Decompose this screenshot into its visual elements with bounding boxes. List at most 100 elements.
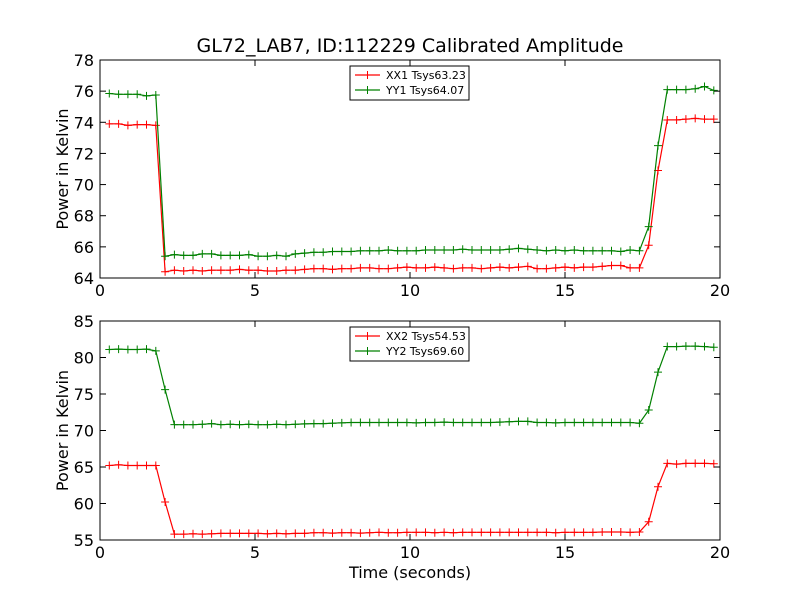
data-point-marker: [495, 418, 504, 427]
data-point-marker: [523, 262, 532, 271]
data-point-marker: [635, 527, 644, 536]
data-point-marker: [347, 247, 356, 256]
data-point-marker: [291, 529, 300, 538]
y-tick-label: 76: [74, 82, 94, 101]
data-point-marker: [458, 418, 467, 427]
legend-label: YY2 Tsys69.60: [385, 345, 464, 358]
data-point-marker: [133, 345, 142, 354]
data-point-marker: [151, 346, 160, 355]
data-point-marker: [207, 249, 216, 258]
data-point-marker: [570, 418, 579, 427]
data-point-marker: [384, 528, 393, 537]
data-point-marker: [700, 342, 709, 351]
data-point-marker: [263, 266, 272, 275]
data-point-marker: [179, 420, 188, 429]
x-axis-label: Time (seconds): [348, 563, 471, 582]
y-tick-label: 72: [74, 144, 94, 163]
data-point-marker: [635, 263, 644, 272]
data-point-marker: [421, 418, 430, 427]
y-axis-label: Power in Kelvin: [53, 108, 72, 229]
data-point-marker: [579, 246, 588, 255]
data-point-marker: [105, 89, 114, 98]
data-point-marker: [123, 90, 132, 99]
data-point-marker: [216, 266, 225, 275]
data-point-marker: [542, 264, 551, 273]
data-point-marker: [114, 345, 123, 354]
series-2-2: [105, 342, 718, 429]
data-point-marker: [337, 528, 346, 537]
data-point-marker: [570, 263, 579, 272]
data-point-marker: [709, 86, 718, 95]
data-point-marker: [189, 420, 197, 429]
x-tick-label: 20: [710, 281, 730, 300]
data-point-marker: [189, 251, 197, 260]
data-point-marker: [291, 249, 300, 258]
data-point-marker: [663, 85, 672, 94]
data-point-marker: [207, 419, 216, 428]
data-point-marker: [375, 418, 383, 427]
data-point-marker: [365, 263, 374, 272]
data-point-marker: [198, 266, 207, 275]
data-point-marker: [142, 91, 151, 100]
data-point-marker: [226, 266, 235, 275]
data-point-marker: [347, 418, 356, 427]
legend-marker: [363, 332, 372, 340]
data-point-marker: [272, 266, 281, 275]
legend-entry: YY1 Tsys64.07: [355, 84, 464, 97]
data-point-marker: [272, 251, 281, 260]
data-point-marker: [691, 342, 700, 351]
data-point-marker: [495, 245, 504, 254]
data-point-marker: [440, 263, 449, 272]
data-point-marker: [542, 528, 551, 537]
legend-label: YY1 Tsys64.07: [385, 84, 464, 97]
legend-box: [349, 65, 470, 101]
data-point-marker: [309, 264, 318, 273]
data-point-marker: [216, 420, 225, 429]
data-point-marker: [495, 263, 504, 272]
data-point-marker: [412, 418, 421, 427]
legend-marker: [363, 347, 372, 355]
y-tick-label: 68: [74, 207, 94, 226]
data-point-marker: [654, 141, 662, 150]
y-tick-label: 64: [74, 269, 94, 288]
data-point-marker: [588, 263, 597, 272]
data-point-marker: [700, 459, 709, 468]
data-point-marker: [151, 461, 160, 470]
data-point-marker: [616, 247, 625, 256]
data-point-marker: [644, 241, 653, 250]
data-point-marker: [709, 459, 718, 468]
data-point-marker: [672, 115, 681, 124]
data-point-marker: [551, 418, 560, 427]
data-point-marker: [654, 482, 662, 491]
data-point-marker: [244, 529, 253, 538]
legend: XX2 Tsys54.53 YY2 Tsys69.60: [349, 326, 470, 362]
data-point-marker: [616, 418, 625, 427]
data-point-marker: [626, 245, 635, 254]
data-point-marker: [142, 461, 151, 470]
data-point-marker: [691, 114, 700, 123]
data-point-marker: [542, 246, 551, 255]
x-tick-label: 0: [95, 281, 105, 300]
data-point-marker: [598, 527, 607, 536]
legend-entry: XX1 Tsys63.23: [355, 69, 466, 82]
data-point-marker: [347, 264, 356, 273]
data-point-marker: [672, 85, 681, 94]
data-point-marker: [551, 263, 560, 272]
data-point-marker: [505, 417, 514, 426]
data-point-marker: [254, 266, 263, 275]
data-point-marker: [114, 119, 123, 128]
data-point-marker: [626, 528, 635, 537]
data-point-marker: [681, 459, 690, 468]
data-point-marker: [430, 528, 439, 537]
data-point-marker: [393, 246, 402, 255]
data-point-marker: [123, 121, 132, 130]
x-tick-label: 5: [250, 281, 260, 300]
data-point-marker: [579, 263, 588, 272]
data-point-marker: [514, 417, 523, 426]
data-point-marker: [179, 251, 188, 260]
series-line: [109, 85, 715, 257]
top-plot-panel: 0 5 10 15 20 64 66 68 70 72 74 76 78 Power in Kelvin X…: [53, 51, 730, 300]
data-point-marker: [709, 343, 718, 352]
data-point-marker: [282, 252, 290, 261]
